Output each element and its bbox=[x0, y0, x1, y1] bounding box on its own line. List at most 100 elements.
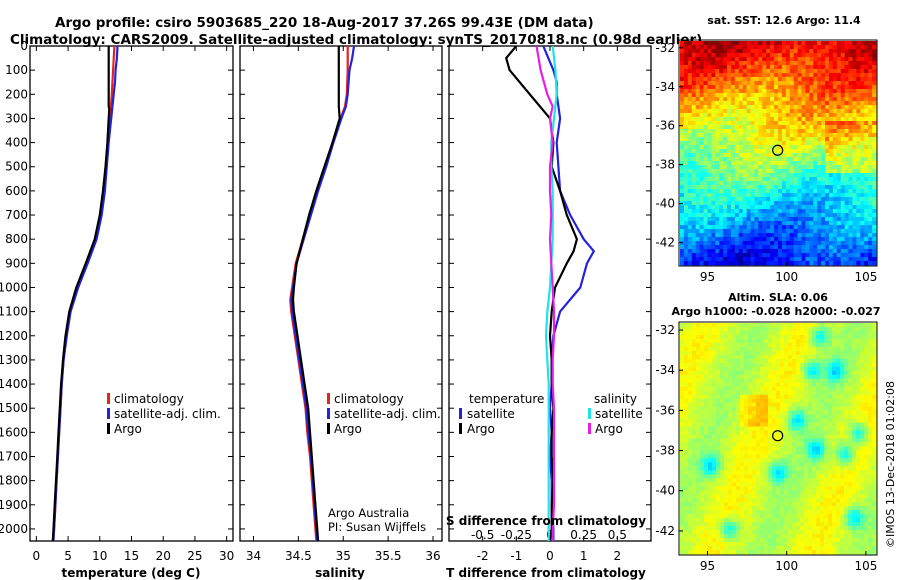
map-cell bbox=[797, 153, 802, 158]
map-cell bbox=[792, 358, 797, 364]
map-cell bbox=[696, 446, 701, 451]
map-cell bbox=[860, 245, 865, 250]
map-cell bbox=[800, 430, 805, 435]
x-tick-label: 0 bbox=[546, 549, 554, 563]
map-cell bbox=[700, 462, 705, 467]
map-cell bbox=[762, 221, 767, 226]
map-cell bbox=[852, 41, 857, 46]
map-cell bbox=[801, 257, 806, 262]
map-cell bbox=[800, 442, 805, 447]
map-cell bbox=[816, 374, 821, 380]
map-cell bbox=[734, 209, 740, 214]
map-cell bbox=[808, 326, 813, 332]
map-cell bbox=[840, 189, 846, 194]
map-cell bbox=[868, 117, 873, 122]
map-cell bbox=[732, 398, 737, 404]
map-cell bbox=[808, 370, 813, 376]
map-cell bbox=[872, 197, 877, 202]
temperature-panel-frame bbox=[29, 45, 234, 542]
map-cell bbox=[688, 330, 693, 336]
map-cell bbox=[774, 253, 779, 258]
map-cell bbox=[704, 446, 709, 451]
map-cell bbox=[796, 414, 801, 419]
map-cell bbox=[760, 410, 765, 415]
map-cell bbox=[780, 402, 785, 408]
legend-label-t-satellite: satellite bbox=[467, 407, 515, 421]
map-cell bbox=[770, 53, 775, 58]
map-cell bbox=[828, 402, 833, 408]
map-cell bbox=[778, 197, 783, 202]
map-cell bbox=[778, 217, 783, 222]
map-cell bbox=[872, 229, 877, 234]
map-cell bbox=[816, 358, 821, 364]
map-cell bbox=[809, 161, 814, 166]
map-cell bbox=[817, 221, 822, 226]
map-cell bbox=[821, 113, 826, 118]
map-cell bbox=[680, 426, 685, 431]
map-cell bbox=[703, 209, 708, 214]
map-cell bbox=[774, 137, 779, 142]
map-cell bbox=[724, 370, 729, 376]
map-cell bbox=[872, 133, 877, 138]
map-cell bbox=[687, 97, 693, 102]
map-cell bbox=[748, 378, 753, 384]
map-cell bbox=[824, 418, 829, 423]
map-cell bbox=[742, 49, 748, 54]
map-cell bbox=[796, 358, 801, 364]
map-cell bbox=[868, 398, 873, 404]
map-cell bbox=[746, 81, 751, 86]
map-cell bbox=[703, 113, 708, 118]
map-cell bbox=[711, 121, 716, 126]
map-cell bbox=[840, 249, 846, 254]
map-cell bbox=[824, 323, 829, 328]
map-cell bbox=[852, 121, 857, 126]
map-cell bbox=[720, 370, 725, 376]
map-cell bbox=[789, 181, 795, 186]
map-cell bbox=[797, 233, 802, 238]
depth-tick-label: 0 bbox=[20, 39, 28, 53]
map-cell bbox=[808, 330, 813, 336]
map-cell bbox=[750, 81, 755, 86]
map-cell bbox=[740, 410, 745, 415]
map-cell bbox=[736, 454, 741, 459]
map-cell bbox=[680, 69, 685, 74]
map-cell bbox=[748, 390, 753, 396]
map-cell bbox=[740, 458, 745, 463]
map-cell bbox=[778, 49, 783, 54]
map-cell bbox=[856, 342, 861, 348]
map-cell bbox=[742, 189, 748, 194]
map-cell bbox=[696, 418, 701, 423]
map-cell bbox=[825, 177, 830, 182]
map-cell bbox=[824, 338, 829, 344]
map-cell bbox=[808, 414, 813, 419]
map-cell bbox=[758, 189, 763, 194]
map-cell bbox=[864, 362, 869, 368]
map-cell bbox=[732, 342, 737, 348]
map-cell bbox=[781, 153, 787, 158]
map-cell bbox=[744, 466, 749, 471]
map-cell bbox=[691, 169, 697, 174]
map-cell bbox=[687, 261, 693, 266]
map-cell bbox=[746, 101, 751, 106]
map-cell bbox=[780, 342, 785, 348]
map-cell bbox=[781, 253, 787, 258]
map-cell bbox=[872, 338, 877, 344]
map-cell bbox=[762, 69, 767, 74]
map-cell bbox=[754, 65, 759, 70]
map-cell bbox=[817, 61, 822, 66]
map-cell bbox=[785, 105, 791, 110]
map-cell bbox=[696, 438, 701, 443]
map-cell bbox=[840, 121, 846, 126]
map-cell bbox=[756, 402, 761, 408]
map-cell bbox=[789, 61, 795, 66]
map-cell bbox=[728, 474, 733, 479]
map-cell bbox=[762, 205, 767, 210]
map-cell bbox=[797, 237, 802, 242]
map-cell bbox=[836, 462, 841, 467]
map-cell bbox=[776, 430, 781, 435]
map-cell bbox=[720, 326, 725, 332]
map-cell bbox=[868, 430, 873, 435]
map-cell bbox=[688, 350, 693, 356]
map-cell bbox=[730, 241, 736, 246]
map-cell bbox=[825, 245, 830, 250]
